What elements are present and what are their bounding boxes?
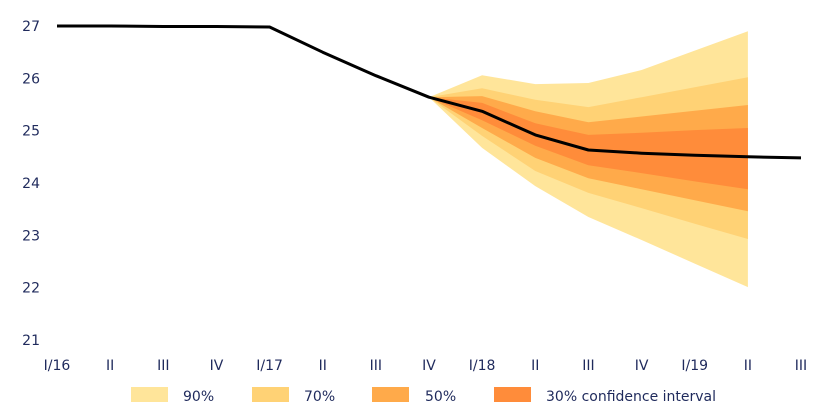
x-tick-label: IV — [635, 358, 649, 374]
legend-label-30: 30% confidence interval — [546, 389, 716, 405]
legend-swatch-90 — [131, 387, 168, 402]
x-tick-label: I/17 — [256, 358, 283, 374]
band-30-percent — [429, 97, 748, 190]
x-tick-label: II — [319, 358, 327, 374]
central-projection-line — [57, 24, 802, 160]
legend-label-70: 70% — [304, 389, 335, 405]
y-tick-label: 23 — [22, 228, 40, 244]
y-tick-label: 26 — [22, 71, 40, 87]
y-tick-label: 24 — [22, 176, 40, 192]
legend-label-50: 50% — [425, 389, 456, 405]
x-tick-label: III — [795, 358, 807, 374]
legend-label-90: 90% — [183, 389, 214, 405]
legend-swatch-70 — [252, 387, 289, 402]
x-tick-label: III — [157, 358, 169, 374]
x-tick-label: II — [106, 358, 114, 374]
x-tick-label: I/19 — [681, 358, 708, 374]
y-tick-label: 25 — [22, 124, 40, 140]
x-tick-label: III — [370, 358, 382, 374]
x-tick-label: I/16 — [44, 358, 71, 374]
y-tick-label: 21 — [22, 333, 40, 349]
legend: 90% 70% 50% 30% confidence interval — [131, 387, 716, 405]
x-tick-label: III — [582, 358, 594, 374]
x-tick-label: IV — [210, 358, 224, 374]
legend-swatch-50 — [372, 387, 409, 402]
central-projection — [57, 24, 802, 160]
x-tick-label: IV — [422, 358, 436, 374]
y-tick-label: 27 — [22, 19, 40, 35]
legend-swatch-30 — [494, 387, 531, 402]
x-tick-label: II — [531, 358, 539, 374]
y-axis: 21 22 23 24 25 26 27 — [22, 19, 40, 349]
confidence-bands — [429, 31, 748, 288]
x-axis: I/16 II III IV I/17 II III IV I/18 II III IV I/19 II I… — [44, 358, 808, 374]
x-tick-label: I/18 — [469, 358, 496, 374]
y-tick-label: 22 — [22, 281, 40, 297]
x-tick-label: II — [744, 358, 752, 374]
